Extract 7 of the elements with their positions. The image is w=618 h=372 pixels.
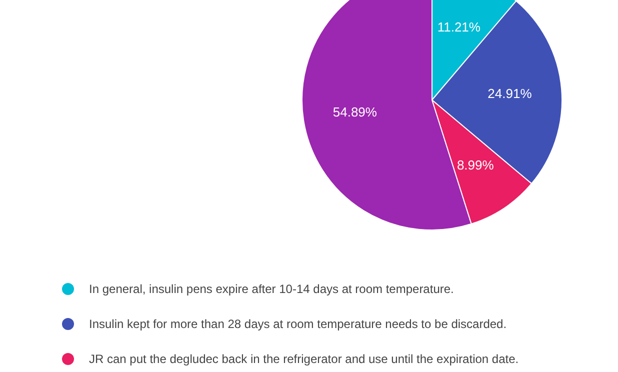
data-label: 24.91% <box>488 86 532 102</box>
legend-label: Insulin kept for more than 28 days at room temperature needs to be discarded. <box>89 317 507 332</box>
data-label: 54.89% <box>332 104 378 120</box>
data-label: 11.21% <box>437 19 481 34</box>
legend-label: JR can put the degludec back in the refrigerator and use until the expiration date. <box>89 352 519 366</box>
data-label: 8.99% <box>456 157 494 172</box>
legend-label: In general, insulin pens expire after 10-14 days at room temperature. <box>89 282 454 296</box>
